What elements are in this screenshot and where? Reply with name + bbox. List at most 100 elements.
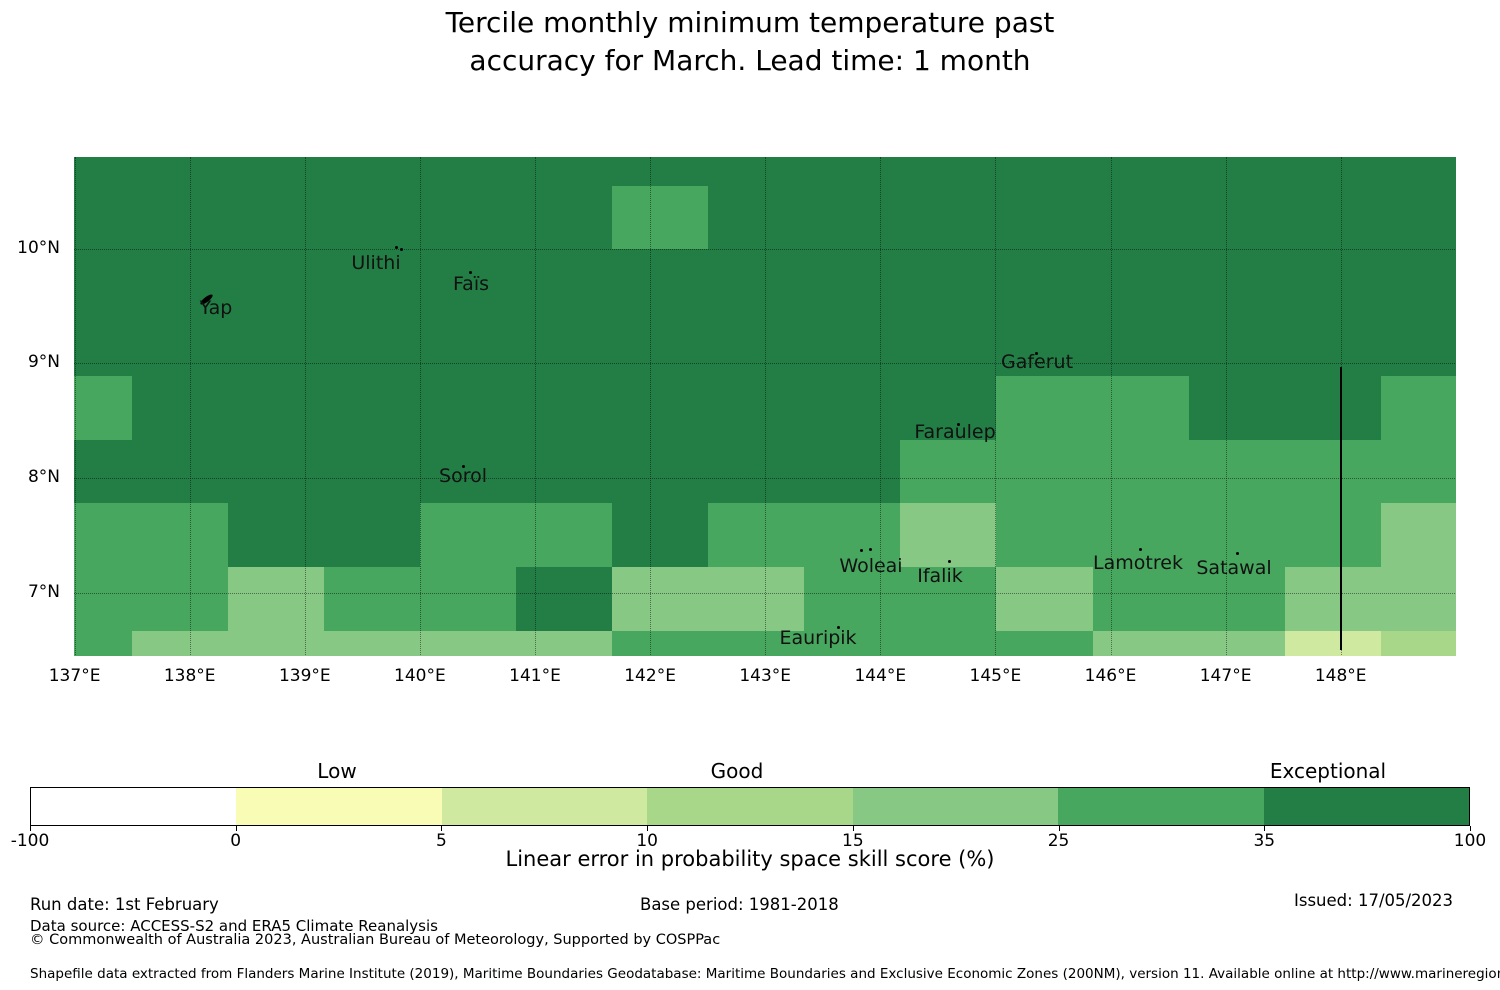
grid-cell (804, 185, 902, 250)
grid-cell (708, 567, 805, 632)
grid-cell (1284, 503, 1382, 568)
grid-cell (74, 630, 133, 656)
grid-cell (612, 630, 709, 656)
grid-cell (131, 439, 229, 505)
grid-cell (1380, 439, 1456, 505)
grid-cell (516, 157, 613, 187)
grid-cell (1380, 157, 1456, 187)
grid-cell (419, 439, 517, 505)
grid-cell (323, 567, 421, 632)
grid-cell (1092, 439, 1190, 505)
island-label: Faïs (452, 273, 490, 295)
graticule-meridian (74, 157, 76, 655)
grid-cell (74, 439, 133, 505)
grid-cell (1284, 567, 1382, 632)
colorbar-segment (852, 788, 1059, 825)
island-label: Ulithi (351, 252, 401, 274)
y-axis-tick-label: 8°N (27, 467, 60, 487)
grid-cell (323, 185, 421, 250)
grid-cell (996, 567, 1094, 632)
grid-cell (1092, 157, 1190, 187)
grid-cell (419, 630, 517, 656)
grid-cell (419, 248, 517, 313)
grid-cell (612, 312, 709, 377)
x-axis-tick-label: 139°E (278, 666, 331, 686)
grid-cell (804, 630, 902, 656)
grid-cell (1380, 248, 1456, 313)
grid-cell (74, 185, 133, 250)
grid-cell (900, 248, 998, 313)
grid-cell (900, 439, 998, 505)
chart-title-line2: accuracy for March. Lead time: 1 month (469, 44, 1031, 77)
grid-cell (612, 185, 709, 250)
island-dot (957, 423, 960, 426)
grid-cell (1188, 185, 1286, 250)
colorbar-segment (1263, 788, 1469, 825)
grid-cell (227, 248, 325, 313)
colorbar-tick-label: 0 (230, 831, 242, 851)
grid-cell (516, 503, 613, 568)
grid-cell (708, 157, 805, 187)
grid-cell (419, 376, 517, 441)
colorbar-tick-label: -100 (10, 831, 50, 851)
grid-cell (227, 503, 325, 568)
island-label: Yap (199, 297, 233, 319)
issued-date-text: Issued: 17/05/2023 (1294, 891, 1454, 910)
colorbar-tick (235, 826, 237, 831)
colorbar-tick-label: 5 (436, 831, 447, 851)
grid-cell (74, 157, 133, 187)
grid-cell (1284, 630, 1382, 656)
grid-cell (131, 567, 229, 632)
colorbar-axis-label: Linear error in probability space skill … (505, 847, 995, 871)
grid-cell (227, 185, 325, 250)
grid-cell (1284, 185, 1382, 250)
graticule-meridian (880, 157, 882, 655)
x-axis-tick-label: 147°E (1199, 666, 1252, 686)
colorbar-tick-label: 100 (1453, 831, 1487, 851)
grid-cell (74, 248, 133, 313)
grid-cell (612, 567, 709, 632)
grid-cell (900, 503, 998, 568)
island-dot (869, 548, 872, 551)
eez-boundary-line (1340, 367, 1342, 650)
island-dot (1035, 352, 1038, 355)
grid-cell (227, 157, 325, 187)
grid-cell (516, 376, 613, 441)
colorbar-segment (1058, 788, 1264, 825)
y-axis-tick-label: 10°N (17, 237, 60, 258)
grid-cell (1188, 567, 1286, 632)
x-axis-tick-label: 148°E (1314, 666, 1367, 686)
grid-cell (708, 248, 805, 313)
graticule-meridian (304, 157, 306, 655)
grid-cell (131, 630, 229, 656)
grid-cell (708, 185, 805, 250)
colorbar-category-label: Exceptional (1269, 759, 1387, 783)
grid-cell (612, 439, 709, 505)
x-axis-tick-label: 144°E (854, 666, 907, 686)
grid-cell (419, 312, 517, 377)
island-label: Eauripik (779, 627, 857, 649)
grid-cell (1188, 312, 1286, 377)
grid-cell (1092, 630, 1190, 656)
grid-cell (419, 503, 517, 568)
grid-cell (900, 185, 998, 250)
grid-cell (996, 439, 1094, 505)
y-axis-tick-label: 7°N (27, 581, 60, 602)
grid-cell (227, 567, 325, 632)
grid-cell (708, 312, 805, 377)
grid-cell (1284, 439, 1382, 505)
grid-cell (804, 567, 902, 632)
data-source-text: Data source: ACCESS-S2 and ERA5 Climate … (30, 917, 438, 935)
grid-cell (900, 157, 998, 187)
grid-cell (1188, 248, 1286, 313)
grid-cell (516, 185, 613, 250)
colorbar-tick (1264, 826, 1266, 831)
colorbar-segment (236, 788, 442, 825)
island-label: Gaferut (1000, 351, 1074, 373)
grid-cell (804, 439, 902, 505)
island-dot (837, 626, 840, 629)
colorbar-tick-label: 25 (1047, 831, 1070, 851)
graticule-meridian (650, 157, 652, 655)
grid-cell (612, 157, 709, 187)
grid-cell (900, 312, 998, 377)
